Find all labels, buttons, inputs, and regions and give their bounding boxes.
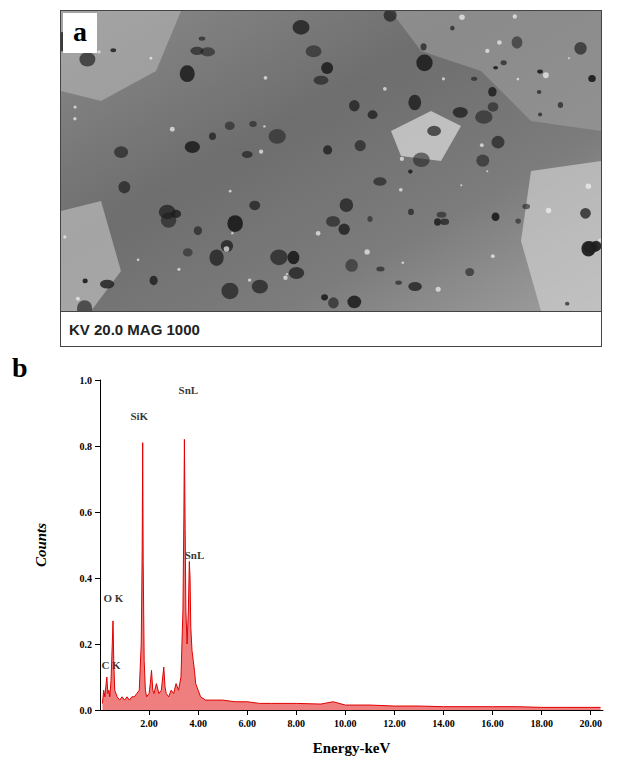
html-text:b: b (12, 352, 28, 383)
svg-text:10.00: 10.00 (334, 718, 357, 729)
html-text:a: a (73, 16, 87, 47)
svg-text:4.00: 4.00 (189, 718, 207, 729)
svg-text:0.4: 0.4 (80, 573, 93, 584)
svg-text:8.00: 8.00 (288, 718, 306, 729)
svg-text:1.0: 1.0 (80, 375, 93, 386)
svg-text:0.6: 0.6 (80, 507, 93, 518)
svg-text:0.8: 0.8 (80, 441, 93, 452)
html-text:KV 20.0 MAG 1000: KV 20.0 MAG 1000 (69, 321, 200, 338)
svg-text:O K: O K (104, 592, 124, 604)
svg-text:16.00: 16.00 (481, 718, 504, 729)
svg-text:14.00: 14.00 (432, 718, 455, 729)
svg-text:Energy-keV: Energy-keV (313, 740, 391, 756)
svg-text:12.00: 12.00 (383, 718, 406, 729)
svg-text:SiK: SiK (130, 410, 148, 422)
svg-text:Counts: Counts (33, 523, 49, 567)
svg-text:18.00: 18.00 (530, 718, 553, 729)
svg-text:0.0: 0.0 (80, 705, 93, 716)
svg-text:SnL: SnL (185, 549, 205, 561)
svg-text:20.00: 20.00 (579, 718, 602, 729)
svg-text:SnL: SnL (179, 384, 199, 396)
svg-text:2.00: 2.00 (140, 718, 158, 729)
svg-text:6.00: 6.00 (238, 718, 256, 729)
svg-text:C K: C K (101, 659, 121, 672)
svg-text:0.2: 0.2 (80, 639, 93, 650)
